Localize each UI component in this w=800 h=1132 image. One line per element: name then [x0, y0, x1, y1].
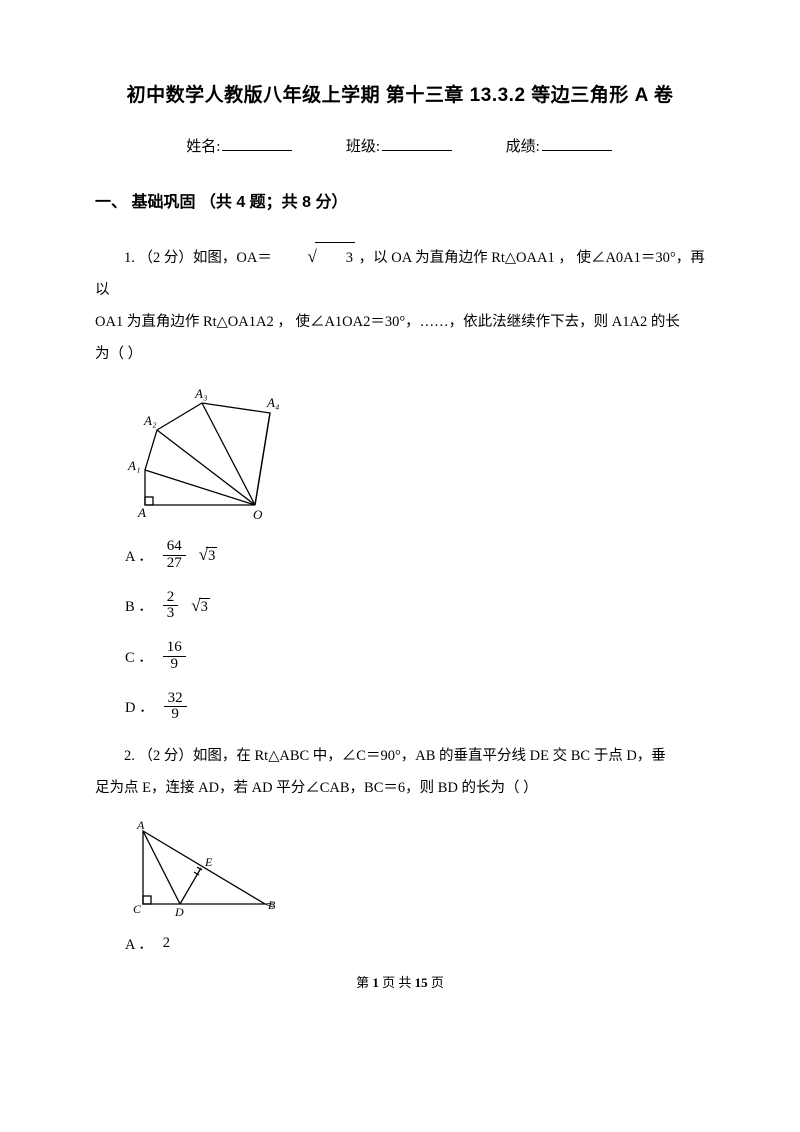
question-2: 2. （2 分）如图，在 Rt△ABC 中，∠C＝90°，AB 的垂直平分线 D… [95, 741, 705, 805]
page-container: 初中数学人教版八年级上学期 第十三章 13.3.2 等边三角形 A 卷 姓名: … [0, 0, 800, 1031]
option-letter: C ． [125, 646, 153, 667]
name-blank [222, 137, 292, 151]
q2-label-C: C [133, 902, 142, 916]
q1-option-a: A ． 64 27 √3 [125, 539, 705, 572]
q1-label-A3: A₃ [194, 386, 207, 401]
frac-num: 32 [164, 691, 187, 708]
sqrt-icon: √3 [188, 596, 210, 616]
q2-figure: A B C D E [125, 819, 705, 919]
q2-label-A: A [136, 819, 145, 832]
fraction: 64 27 [163, 539, 186, 572]
footer-prefix: 第 [356, 975, 372, 990]
footer-mid: 页 共 [379, 975, 415, 990]
fraction: 16 9 [163, 640, 186, 673]
sqrt-val: 3 [199, 598, 210, 616]
page-footer: 第 1 页 共 15 页 [95, 972, 705, 991]
option-value: 2 [163, 935, 170, 952]
score-blank [542, 137, 612, 151]
frac-den: 9 [163, 657, 186, 673]
frac-num: 64 [163, 539, 186, 556]
q1-label-O: O [253, 507, 263, 522]
class-label: 班级: [346, 139, 380, 155]
q1-label-A4: A₄ [266, 395, 280, 410]
class-blank [382, 137, 452, 151]
q1-label-A2: A₂ [143, 413, 157, 428]
footer-total: 15 [415, 975, 428, 990]
sqrt-icon: √3 [196, 545, 218, 565]
q1-figure: A A₁ A₂ A₃ A₄ O [125, 385, 705, 525]
fraction: 2 3 [163, 590, 179, 623]
q2-label-D: D [174, 905, 184, 919]
frac-num: 16 [163, 640, 186, 657]
frac-den: 9 [164, 707, 187, 723]
sqrt-icon: √3 [275, 238, 355, 275]
document-title: 初中数学人教版八年级上学期 第十三章 13.3.2 等边三角形 A 卷 [95, 80, 705, 107]
q1-text-line2: OA1 为直角边作 Rt△OA1A2 ， 使∠A1OA2＝30°，……，依此法继… [95, 307, 705, 339]
q1-option-d: D ． 32 9 [125, 691, 705, 724]
option-letter: A ． [125, 545, 153, 566]
sqrt-val: 3 [206, 547, 217, 565]
q1-label-A: A [137, 505, 146, 520]
footer-suffix: 页 [428, 975, 444, 990]
q2-text-line1: 2. （2 分）如图，在 Rt△ABC 中，∠C＝90°，AB 的垂直平分线 D… [124, 748, 666, 764]
option-letter: B ． [125, 595, 153, 616]
section-1-heading: 一、 基础巩固 （共 4 题；共 8 分） [95, 188, 705, 212]
score-label: 成绩: [506, 139, 540, 155]
option-letter: D ． [125, 696, 154, 717]
q1-option-c: C ． 16 9 [125, 640, 705, 673]
option-letter: A ． [125, 933, 153, 954]
q1-text-line3: 为（ ） [95, 339, 705, 371]
frac-num: 2 [163, 590, 179, 607]
q1-sqrt-val: 3 [315, 242, 355, 275]
q1-label-A1: A₁ [127, 458, 140, 473]
question-1: 1. （2 分）如图，OA＝ √3 ，以 OA 为直角边作 Rt△OAA1 ， … [95, 238, 705, 371]
q1-text-prefix: 1. （2 分）如图，OA＝ [124, 250, 275, 266]
q2-label-B: B [268, 898, 276, 912]
meta-row: 姓名: 班级: 成绩: [95, 135, 705, 156]
frac-den: 3 [163, 606, 179, 622]
frac-den: 27 [163, 556, 186, 572]
fraction: 32 9 [164, 691, 187, 724]
q1-option-b: B ． 2 3 √3 [125, 590, 705, 623]
q2-option-a: A ． 2 [125, 933, 705, 954]
q2-label-E: E [204, 855, 213, 869]
name-label: 姓名: [186, 139, 220, 155]
q2-text-line2: 足为点 E，连接 AD，若 AD 平分∠CAB，BC＝6，则 BD 的长为（ ） [95, 773, 705, 805]
